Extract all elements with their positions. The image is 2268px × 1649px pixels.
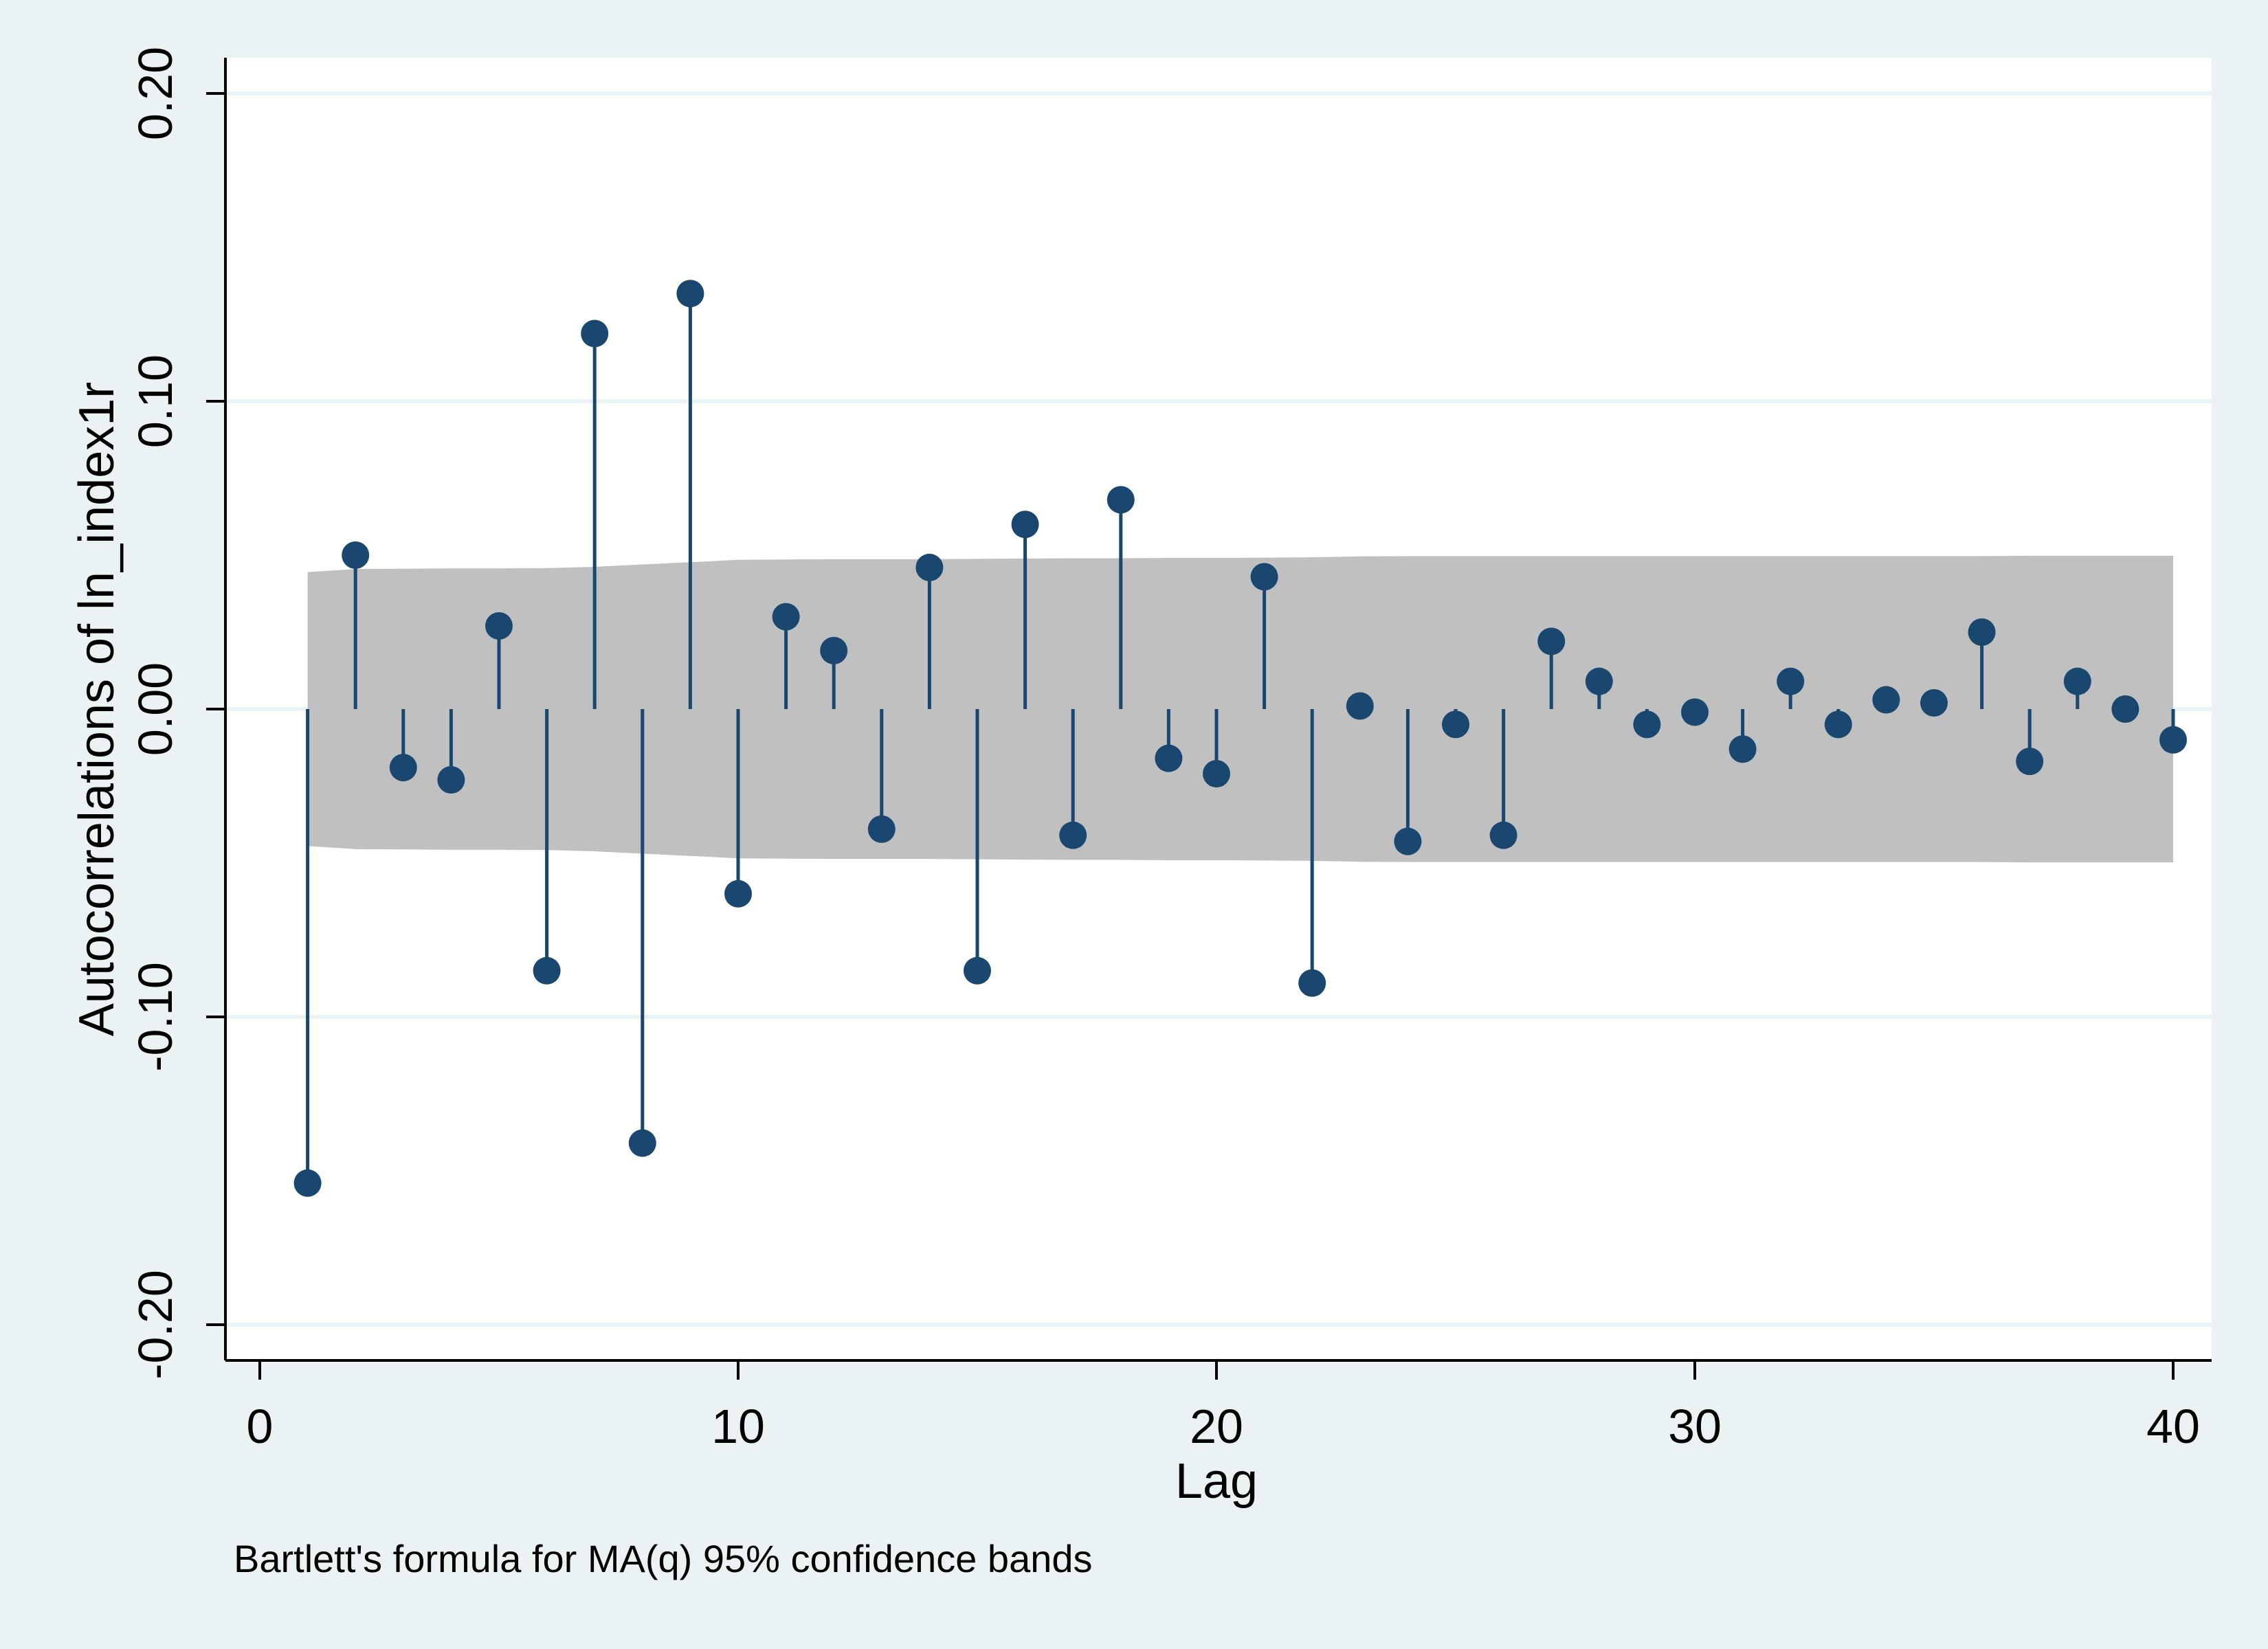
acf-point-lag-38 <box>2063 667 2091 695</box>
acf-point-lag-18 <box>1107 486 1135 514</box>
acf-point-lag-12 <box>820 636 848 664</box>
acf-point-lag-39 <box>2111 695 2139 723</box>
acf-point-lag-32 <box>1777 667 1805 695</box>
acf-point-lag-4 <box>437 766 465 794</box>
y-tick-label-2: 0.00 <box>129 662 182 756</box>
footnote: Bartlett's formula for MA(q) 95% confide… <box>234 1537 1093 1580</box>
acf-point-lag-25 <box>1442 710 1469 739</box>
acf-point-lag-5 <box>485 612 513 640</box>
x-tick-label-3: 30 <box>1668 1400 1722 1453</box>
confidence-band <box>307 555 2173 863</box>
x-tick-label-1: 10 <box>711 1400 765 1453</box>
acf-point-lag-36 <box>1968 618 1996 646</box>
acf-point-lag-21 <box>1250 563 1278 591</box>
acf-point-lag-13 <box>867 815 896 843</box>
x-tick-label-0: 0 <box>247 1400 274 1453</box>
acf-point-lag-1 <box>293 1169 322 1197</box>
x-tick-label-2: 20 <box>1190 1400 1243 1453</box>
acf-point-lag-9 <box>676 280 704 308</box>
acf-point-lag-33 <box>1824 710 1852 739</box>
acf-point-lag-40 <box>2159 726 2187 754</box>
acf-point-lag-3 <box>389 754 417 782</box>
y-axis-title: Autocorrelations of ln_index1r <box>69 382 124 1037</box>
acf-point-lag-16 <box>1011 511 1039 539</box>
acf-point-lag-37 <box>2016 748 2044 776</box>
acf-point-lag-30 <box>1681 698 1709 726</box>
acf-point-lag-31 <box>1728 735 1757 763</box>
acf-point-lag-6 <box>533 956 561 985</box>
acf-point-lag-19 <box>1155 744 1183 772</box>
acf-point-lag-15 <box>964 956 991 985</box>
y-tick-label-4: 0.20 <box>129 47 182 140</box>
acf-point-lag-29 <box>1633 710 1661 739</box>
acf-point-lag-8 <box>628 1129 656 1157</box>
x-tick-label-4: 40 <box>2146 1400 2200 1453</box>
y-ticks: -0.20 -0.10 0.00 0.10 0.20 <box>129 47 225 1380</box>
y-tick-label-0: -0.20 <box>129 1270 182 1380</box>
acf-point-lag-7 <box>581 319 609 348</box>
acf-point-lag-10 <box>724 879 752 908</box>
acf-marks <box>293 280 2187 1197</box>
acf-point-lag-23 <box>1346 692 1374 720</box>
acf-point-lag-22 <box>1298 969 1326 997</box>
y-tick-label-3: 0.10 <box>129 355 182 448</box>
acf-point-lag-14 <box>915 553 944 581</box>
acf-point-lag-34 <box>1872 686 1900 714</box>
acf-point-lag-11 <box>772 603 800 631</box>
y-tick-label-1: -0.10 <box>129 962 182 1072</box>
acf-point-lag-26 <box>1489 821 1517 849</box>
acf-point-lag-2 <box>342 541 370 569</box>
x-axis-title: Lag <box>1175 1454 1258 1509</box>
acf-point-lag-17 <box>1059 821 1087 849</box>
x-ticks: 0 10 20 30 40 <box>247 1360 2200 1453</box>
acf-point-lag-27 <box>1537 627 1566 655</box>
acf-point-lag-24 <box>1394 827 1422 855</box>
acf-point-lag-28 <box>1585 667 1613 695</box>
acf-point-lag-20 <box>1203 760 1230 788</box>
acf-point-lag-35 <box>1920 689 1948 717</box>
